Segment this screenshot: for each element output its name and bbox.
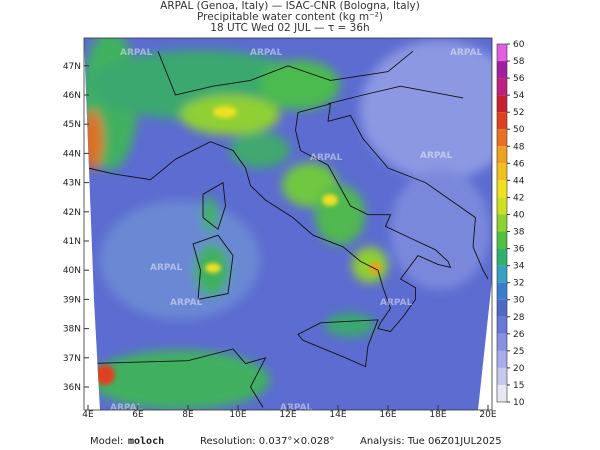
colorbar-swatch bbox=[497, 95, 507, 113]
header-line: Precipitable water content (kg m⁻²) bbox=[197, 11, 383, 23]
lat-label: 41N bbox=[63, 237, 81, 247]
colorbar-swatch bbox=[497, 44, 507, 62]
colorbar-label: 34 bbox=[513, 262, 525, 272]
colorbar-label: 48 bbox=[513, 142, 525, 152]
colorbar-label: 32 bbox=[513, 279, 524, 289]
lon-label: 4E bbox=[82, 410, 94, 420]
island bbox=[297, 319, 379, 368]
watermark: ARPAL bbox=[380, 298, 413, 308]
colorbar: 10 15 20 25 26 28 30 32 34 36 38 40 42 44 46 48 50 52 54 56… bbox=[496, 40, 525, 408]
colorbar-label: 44 bbox=[513, 176, 525, 186]
lat-label: 45N bbox=[63, 120, 81, 130]
footer-model-label: Model: bbox=[90, 436, 123, 447]
lon-label: 10E bbox=[229, 410, 246, 420]
map-field: ARPAL ARPAL ARPAL ARPAL ARPAL ARPAL ARPAL ARPAL… bbox=[84, 38, 492, 413]
colorbar-swatch bbox=[497, 265, 507, 283]
colorbar-label: 30 bbox=[513, 296, 525, 306]
lon-label: 20E bbox=[479, 410, 496, 420]
lat-label: 46N bbox=[63, 91, 81, 101]
lon-label: 6E bbox=[132, 410, 144, 420]
watermark: ARPAL bbox=[280, 403, 313, 413]
colorbar-label: 15 bbox=[513, 381, 524, 391]
colorbar-swatch bbox=[497, 384, 507, 402]
watermarks: ARPAL ARPAL ARPAL ARPAL ARPAL ARPAL ARPAL ARPAL… bbox=[110, 48, 483, 413]
coast-line bbox=[87, 158, 176, 181]
lon-label: 18E bbox=[429, 410, 446, 420]
footer-resolution: Resolution: 0.037°×0.028° bbox=[200, 436, 334, 447]
colorbar-swatch bbox=[497, 61, 507, 79]
colorbar-label: 25 bbox=[513, 347, 524, 357]
footer-model: moloch bbox=[128, 436, 164, 447]
colorbar-swatch bbox=[497, 197, 507, 215]
colorbar-frame bbox=[496, 43, 508, 403]
coastline bbox=[87, 50, 489, 408]
colorbar-label: 42 bbox=[513, 193, 524, 203]
colorbar-label: 36 bbox=[513, 245, 525, 255]
colorbar-label: 50 bbox=[513, 125, 525, 135]
watermark: ARPAL bbox=[250, 48, 283, 58]
watermark: ARPAL bbox=[170, 298, 203, 308]
colorbar-swatch bbox=[497, 146, 507, 164]
colorbar-label: 56 bbox=[513, 74, 525, 84]
colorbar-swatch bbox=[497, 163, 507, 181]
header-line: 18 UTC Wed 02 JUL — τ = 36h bbox=[210, 22, 369, 34]
coast-line bbox=[87, 348, 267, 408]
colorbar-swatch bbox=[497, 180, 507, 198]
lat-label: 36N bbox=[63, 383, 81, 393]
colorbar-swatch bbox=[497, 231, 507, 249]
lat-label: 44N bbox=[63, 149, 81, 159]
colorbar-label: 10 bbox=[513, 398, 525, 408]
colorbar-label: 26 bbox=[513, 330, 525, 340]
island bbox=[192, 234, 234, 300]
colorbar-label: 52 bbox=[513, 108, 524, 118]
watermark: ARPAL bbox=[310, 153, 343, 163]
lat-label: 39N bbox=[63, 295, 81, 305]
coast-line bbox=[175, 103, 489, 333]
watermark: ARPAL bbox=[120, 48, 153, 58]
coast-line bbox=[157, 50, 414, 96]
watermark: ARPAL bbox=[420, 151, 453, 161]
watermark: ARPAL bbox=[110, 403, 143, 413]
colorbar-swatch bbox=[497, 78, 507, 96]
island bbox=[202, 181, 226, 231]
lat-label: 43N bbox=[63, 179, 81, 189]
coast-line bbox=[327, 85, 464, 105]
colorbar-swatch bbox=[497, 316, 507, 334]
lon-label: 12E bbox=[279, 410, 296, 420]
lon-label: 14E bbox=[329, 410, 346, 420]
colorbar-swatch bbox=[497, 299, 507, 317]
colorbar-label: 46 bbox=[513, 159, 525, 169]
lat-label: 37N bbox=[63, 354, 81, 364]
colorbar-label: 60 bbox=[513, 40, 525, 50]
colorbar-label: 28 bbox=[513, 313, 525, 323]
colorbar-swatch bbox=[497, 214, 507, 232]
colorbar-swatch bbox=[497, 367, 507, 385]
colorbar-label: 40 bbox=[513, 210, 525, 220]
axes: 4E 6E 8E 10E 12E 14E 16E 18E 20E 36N 37N 38N 39N 40N 4… bbox=[63, 62, 497, 420]
lon-label: 8E bbox=[182, 410, 194, 420]
lat-label: 40N bbox=[63, 266, 81, 276]
lat-label: 47N bbox=[63, 62, 81, 72]
colorbar-label: 54 bbox=[513, 91, 525, 101]
colorbar-label: 38 bbox=[513, 228, 525, 238]
colorbar-label: 20 bbox=[513, 364, 525, 374]
colorbar-swatch bbox=[497, 350, 507, 368]
footer-analysis: Analysis: Tue 06Z01JUL2025 bbox=[360, 436, 502, 447]
colorbar-label: 58 bbox=[513, 57, 525, 67]
colorbar-swatch bbox=[497, 248, 507, 266]
lat-label: 42N bbox=[63, 208, 81, 218]
watermark: ARPAL bbox=[450, 48, 483, 58]
watermark: ARPAL bbox=[150, 263, 183, 273]
colorbar-swatch bbox=[497, 333, 507, 351]
lat-label: 38N bbox=[63, 325, 81, 335]
colorbar-swatch bbox=[497, 282, 507, 300]
colorbar-swatch bbox=[497, 112, 507, 130]
lon-label: 16E bbox=[379, 410, 396, 420]
colorbar-swatch bbox=[497, 129, 507, 147]
header-line: ARPAL (Genoa, Italy) — ISAC-CNR (Bologna… bbox=[160, 0, 420, 12]
